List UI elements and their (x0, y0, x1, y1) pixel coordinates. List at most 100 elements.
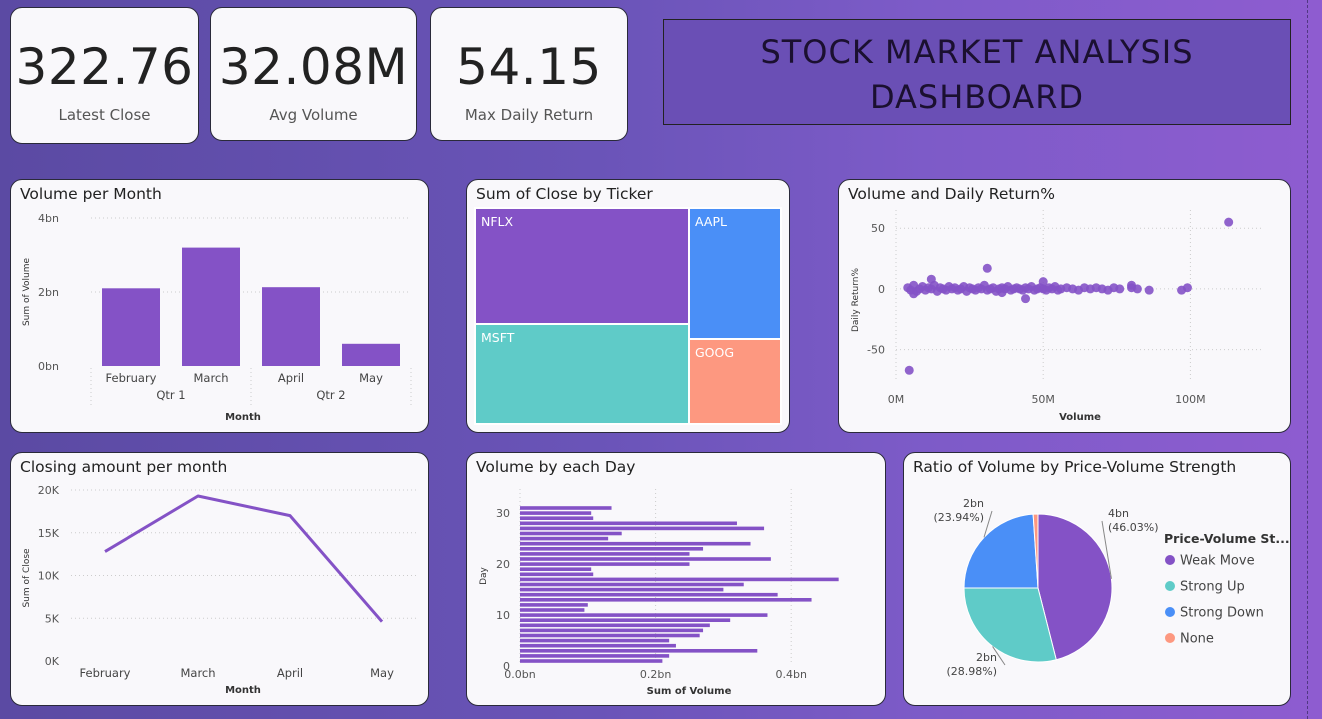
y-tick-label: 0 (503, 660, 510, 673)
legend-label: Strong Up (1180, 580, 1245, 595)
volume-per-month-svg: 0bn 2bn 4bn February March April May Qtr 1 Qtr 2… (22, 212, 412, 423)
scatter-point (1115, 284, 1125, 294)
treemap-tile-aapl (688, 207, 782, 340)
hbar (520, 623, 710, 628)
treemap-tile-goog (688, 338, 782, 425)
hbar (520, 649, 758, 653)
hbar (520, 536, 609, 541)
hbar (520, 521, 737, 526)
treemap-label: GOOG (695, 345, 734, 360)
dashboard-title-line1: STOCK MARKET ANALYSIS (760, 33, 1194, 71)
dashboard-title-line2: DASHBOARD (869, 78, 1085, 116)
legend-label: Strong Down (1180, 606, 1264, 621)
chart-title: Sum of Close by Ticker (476, 185, 653, 203)
scatter-point (982, 263, 992, 273)
pie-slice (1032, 513, 1039, 589)
hbar (520, 511, 592, 515)
x-group-label: Qtr 1 (156, 388, 185, 402)
y-tick-label: 10 (496, 609, 510, 622)
scatter-svg: 50 0 -50 0M 50M 100M Volume Daily Return% (851, 210, 1264, 423)
bar (182, 247, 240, 366)
y-tick-label: 5K (45, 612, 60, 625)
y-tick-label: 10K (38, 570, 60, 583)
y-axis-title: Sum of Close (22, 548, 32, 608)
chart-volume-daily-return[interactable]: Volume and Daily Return% 50 0 -50 0M 50M 100M… (838, 179, 1291, 433)
y-tick-label: 0bn (38, 360, 59, 373)
kpi-max-daily-return: 54.15 Max Daily Return (430, 7, 628, 141)
hbar (520, 628, 704, 633)
y-tick-label: 15K (38, 527, 60, 540)
scatter-point (1127, 280, 1137, 290)
x-tick-label: April (278, 371, 304, 385)
page-divider (1307, 0, 1308, 719)
pie-value-label: 4bn (1108, 507, 1129, 520)
hbar (520, 531, 622, 536)
pie-svg: 4bn(46.03%)2bn(28.98%)2bn(23.94%)Price-V… (933, 497, 1289, 678)
hbar (520, 516, 594, 520)
pie-percent-label: (46.03%) (1108, 521, 1159, 534)
hbar-svg: 0.0bn 0.2bn 0.4bn 0 10 20 30 Sum of Volume Day (479, 489, 839, 697)
chart-title: Volume by each Day (476, 458, 636, 476)
x-tick-label: 50M (1031, 393, 1055, 406)
treemap-tile-msft (474, 323, 690, 425)
hbar (520, 582, 744, 587)
hbar (520, 587, 724, 592)
hbar (520, 598, 812, 602)
scatter-point (909, 289, 919, 299)
treemap-tile-nflx (474, 207, 690, 325)
leader-line (983, 510, 993, 538)
kpi-value: 322.76 (15, 38, 194, 96)
legend-label: Weak Move (1180, 554, 1255, 569)
kpi-value: 32.08M (218, 38, 409, 96)
line-chart-svg: 0K 5K 10K 15K 20K February March April May Month S… (22, 484, 416, 696)
x-tick-label: March (180, 666, 215, 680)
scatter-point (926, 274, 936, 284)
kpi-label: Avg Volume (269, 106, 358, 124)
y-tick-label: 4bn (38, 212, 59, 225)
x-axis-title: Month (225, 412, 261, 423)
scatter-point (1224, 217, 1234, 227)
y-tick-label: 0 (878, 283, 885, 296)
y-axis-title: Sum of Volume (22, 258, 32, 327)
scatter-point (1021, 294, 1031, 304)
y-axis-title: Daily Return% (851, 268, 861, 332)
chart-closing-per-month[interactable]: Closing amount per month 0K 5K 10K 15K 20K Fe… (10, 452, 429, 706)
x-tick-label: 100M (1175, 393, 1206, 406)
pie-percent-label: (28.98%) (946, 665, 997, 678)
bar (102, 288, 160, 366)
hbar (520, 613, 768, 617)
x-axis-title: Sum of Volume (647, 686, 732, 697)
bar (342, 343, 400, 366)
chart-close-by-ticker[interactable]: Sum of Close by Ticker NFLX MSFT AAPL GOOG (466, 179, 790, 433)
x-tick-label: February (80, 666, 131, 680)
scatter-point (1038, 277, 1048, 287)
chart-volume-per-month[interactable]: Volume per Month 0bn 2bn 4bn February March A… (10, 179, 429, 433)
y-tick-label: 0K (45, 655, 60, 668)
scatter-point (1144, 285, 1154, 295)
scatter-point (904, 365, 914, 375)
kpi-avg-volume: 32.08M Avg Volume (210, 7, 417, 141)
pie-slice (1037, 513, 1113, 661)
y-tick-label: 20 (496, 558, 510, 571)
chart-volume-ratio-pie[interactable]: Ratio of Volume by Price-Volume Strength… (903, 452, 1291, 706)
hbar (520, 603, 588, 607)
hbar (520, 659, 663, 663)
bar (262, 287, 320, 366)
y-tick-label: 20K (38, 484, 60, 497)
chart-title: Volume and Daily Return% (848, 185, 1055, 203)
x-tick-label: 0.4bn (775, 668, 806, 681)
legend-label: None (1180, 632, 1214, 647)
y-axis-title: Day (479, 566, 489, 584)
x-tick-label: May (359, 371, 383, 385)
chart-title: Volume per Month (20, 185, 162, 203)
treemap-label: NFLX (481, 214, 514, 229)
hbar (520, 506, 612, 510)
pie-slice (963, 587, 1057, 663)
hbar (520, 557, 771, 561)
kpi-label: Latest Close (58, 106, 151, 124)
pie-slice (963, 513, 1039, 589)
x-tick-label: March (193, 371, 228, 385)
chart-volume-by-day[interactable]: Volume by each Day 0.0bn 0.2bn 0.4bn 0 10 20 3… (466, 452, 886, 706)
treemap-label: AAPL (695, 214, 727, 229)
scatter-point (1182, 283, 1192, 293)
